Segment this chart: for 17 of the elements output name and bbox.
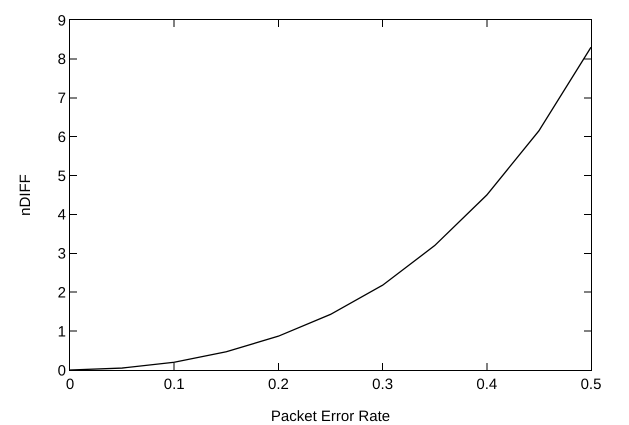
y-tick-label: 4 <box>58 206 66 224</box>
x-tick-label: 0.2 <box>268 376 289 393</box>
y-tick-label: 5 <box>58 168 66 185</box>
x-tick-label: 0.3 <box>372 376 394 393</box>
y-axis-title: nDIFF <box>17 174 34 216</box>
y-tick-label: 8 <box>58 51 66 68</box>
x-tick-label: 0.5 <box>580 376 602 393</box>
y-tick-label: 7 <box>58 90 66 108</box>
y-tick-label: 1 <box>58 323 66 340</box>
y-tick-label: 3 <box>58 246 66 263</box>
x-tick-label: 0.4 <box>476 376 498 393</box>
x-axis-title: Packet Error Rate <box>270 408 390 425</box>
y-tick-label: 2 <box>58 284 66 302</box>
x-tick-label: 0.1 <box>164 376 185 393</box>
y-tick-label: 0 <box>58 362 66 380</box>
y-tick-label: 6 <box>58 128 66 146</box>
y-tick-label: 9 <box>58 12 66 30</box>
